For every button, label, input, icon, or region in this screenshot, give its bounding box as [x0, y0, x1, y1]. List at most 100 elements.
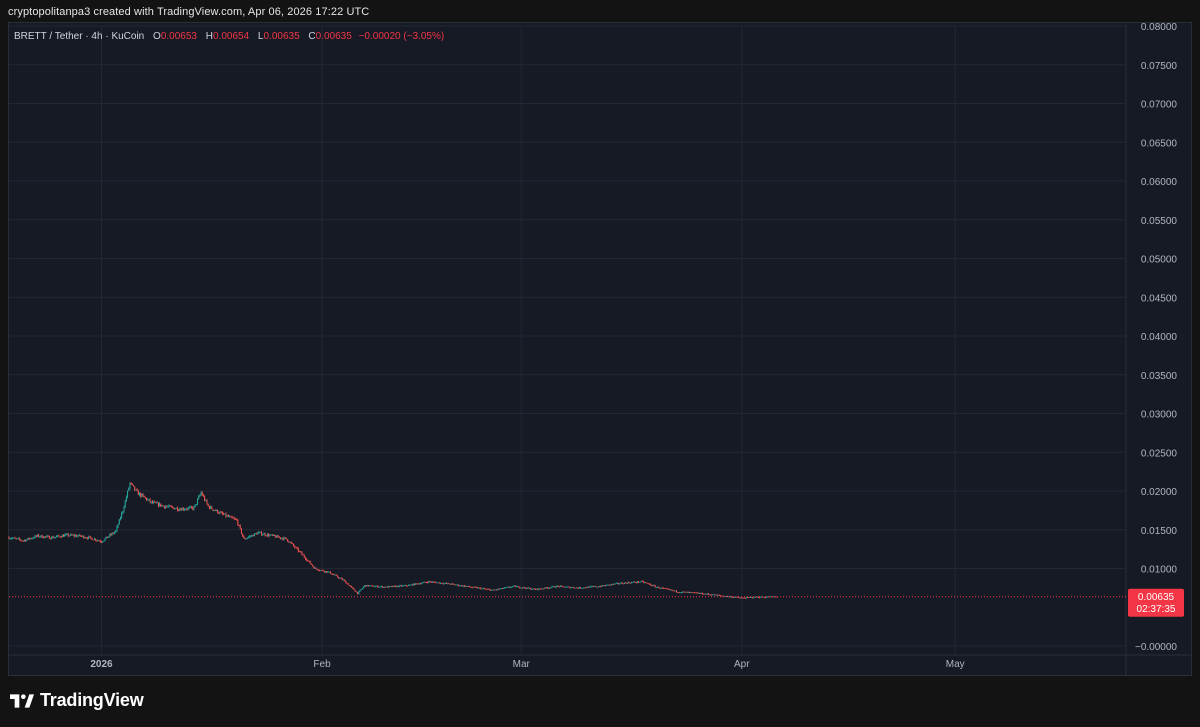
candle-body — [684, 591, 686, 593]
candle-body — [270, 534, 272, 536]
candle-body — [651, 585, 653, 587]
candle-body — [131, 483, 133, 485]
candle-body — [461, 585, 463, 587]
candle-body — [36, 534, 38, 537]
candle-body — [609, 584, 611, 586]
legend-open-label: O — [153, 31, 161, 42]
candle-body — [144, 497, 146, 499]
ohlc-legend: BRETT / Tether · 4h · KuCoin O0.00653 H0… — [14, 31, 444, 42]
tradingview-wordmark: TradingView — [40, 690, 144, 710]
candle-body — [485, 588, 487, 590]
candle-body — [702, 592, 704, 595]
candle-body — [740, 597, 742, 599]
candle-body — [316, 568, 318, 570]
candle-body — [404, 585, 406, 586]
candle-body — [454, 584, 456, 586]
candle-body — [263, 533, 265, 535]
candle-body — [310, 563, 312, 565]
y-tick-label: 0.04000 — [1141, 332, 1178, 343]
candle-body — [467, 585, 469, 587]
candle-body — [186, 509, 188, 510]
candle-body — [334, 574, 336, 576]
candle-body — [754, 596, 756, 598]
candle-body — [87, 536, 89, 539]
candle-body — [774, 596, 776, 598]
candle-body — [99, 540, 101, 542]
tradingview-logo[interactable]: TradingView — [10, 690, 144, 711]
candle-body — [208, 506, 210, 509]
candle-body — [597, 586, 599, 588]
candle-body — [338, 577, 340, 579]
candle-body — [308, 560, 310, 562]
candle-body — [281, 538, 283, 539]
candle-body — [590, 586, 592, 588]
candle-body — [757, 596, 759, 598]
candle-body — [119, 517, 121, 520]
candle-body — [561, 585, 563, 587]
candle-body — [469, 586, 471, 588]
candle-body — [378, 586, 380, 588]
candle-body — [368, 585, 370, 587]
candle-body — [622, 583, 624, 585]
candle-body — [104, 538, 106, 541]
chart-pane[interactable] — [8, 22, 1192, 676]
candle-body — [291, 543, 293, 544]
candle-body — [660, 587, 662, 589]
candle-body — [141, 494, 143, 497]
candle-body — [204, 496, 206, 501]
candle-body — [90, 536, 92, 539]
candle-body — [441, 582, 443, 584]
candle-body — [532, 588, 534, 590]
candle-body — [448, 583, 450, 585]
candle-body — [251, 535, 253, 537]
candle-body — [678, 592, 680, 594]
candle-body — [680, 592, 682, 594]
candle-body — [371, 585, 373, 587]
y-tick-label: 0.02500 — [1141, 448, 1178, 459]
candle-body — [655, 587, 657, 588]
candle-body — [501, 588, 503, 589]
candle-body — [696, 592, 698, 594]
candle-body — [523, 587, 525, 589]
candle-body — [333, 574, 335, 576]
candle-body — [497, 588, 499, 590]
candle-body — [589, 586, 591, 588]
candle-body — [287, 539, 289, 542]
candle-body — [762, 597, 764, 598]
candle-body — [582, 587, 584, 589]
candle-body — [653, 585, 655, 586]
candle-body — [353, 588, 355, 591]
candle-body — [709, 594, 711, 596]
candle-body — [474, 586, 476, 588]
candle-body — [34, 535, 36, 538]
candle-body — [730, 596, 732, 598]
candle-body — [699, 593, 701, 594]
x-tick-label: Feb — [313, 659, 331, 670]
candle-body — [399, 585, 401, 587]
candle-body — [357, 592, 359, 594]
candle-body — [89, 536, 91, 538]
candle-body — [588, 586, 590, 588]
candle-body — [526, 587, 528, 589]
candle-body — [19, 538, 21, 540]
candle-body — [668, 589, 670, 591]
y-tick-label: 0.07000 — [1141, 100, 1178, 111]
candle-body — [727, 595, 729, 597]
candle-body — [552, 586, 554, 588]
candle-body — [137, 490, 139, 495]
candle-body — [676, 590, 678, 593]
candle-body — [125, 497, 127, 501]
candle-body — [470, 587, 472, 588]
candle-body — [553, 586, 555, 588]
candle-body — [44, 536, 46, 538]
candle-body — [205, 500, 207, 502]
candle-body — [717, 595, 719, 596]
candle-body — [500, 588, 502, 589]
candle-body — [47, 535, 49, 537]
candle-body — [460, 585, 462, 587]
candle-body — [63, 535, 65, 537]
candle-body — [339, 577, 341, 579]
candle-body — [436, 582, 438, 584]
candle-body — [386, 586, 388, 588]
